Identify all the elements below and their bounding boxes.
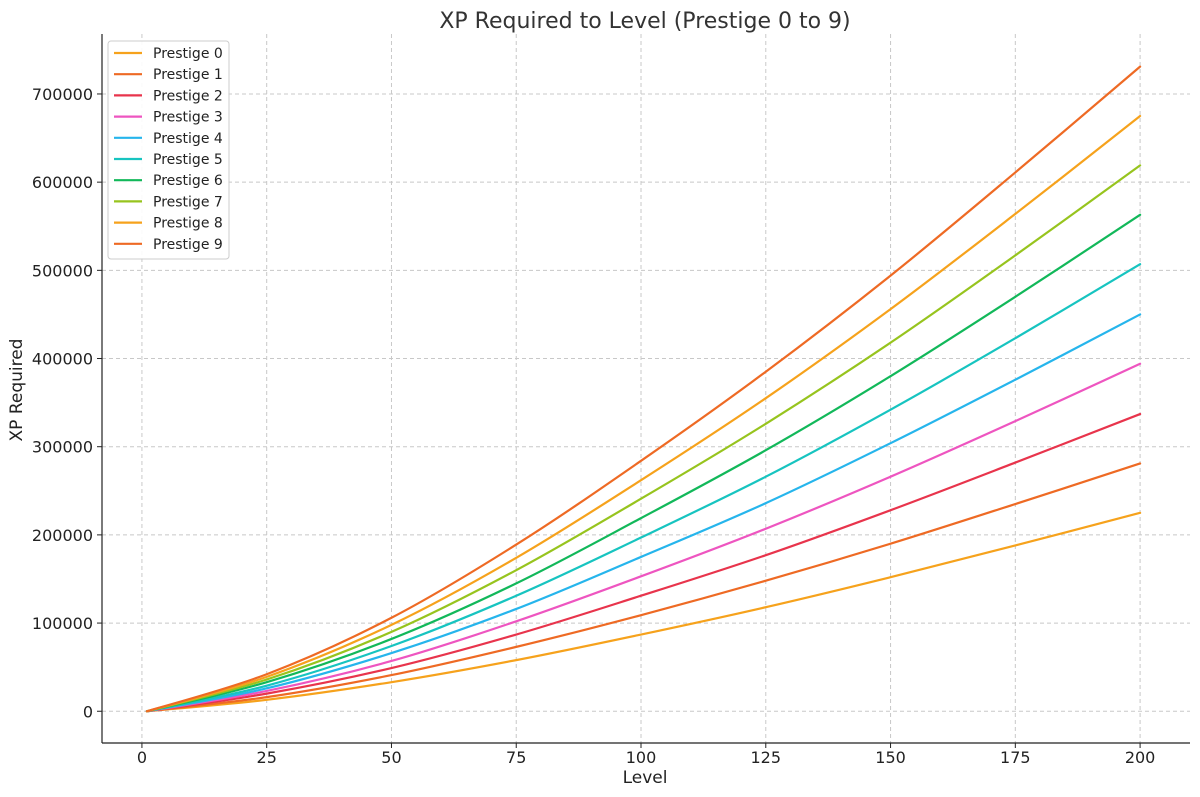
x-tick-label: 125 xyxy=(751,748,782,767)
y-axis-title: XP Required xyxy=(7,339,27,442)
legend-label: Prestige 1 xyxy=(153,67,223,83)
legend-label: Prestige 8 xyxy=(153,216,223,232)
legend-label: Prestige 7 xyxy=(153,194,223,210)
x-tick-label: 0 xyxy=(137,748,147,767)
series-line-prestige-4 xyxy=(145,313,1142,713)
x-tick-label: 50 xyxy=(381,748,401,767)
legend-label: Prestige 0 xyxy=(153,46,223,62)
axes: 0 25 50 75 100 125 150 175 200 0 100000 200000 30000… xyxy=(32,34,1190,767)
x-axis-title: Level xyxy=(623,768,668,788)
x-tick-label: 75 xyxy=(506,748,526,767)
y-tick-label: 500000 xyxy=(32,261,93,280)
legend-label: Prestige 5 xyxy=(153,152,223,168)
legend-label: Prestige 2 xyxy=(153,88,223,104)
series-line-prestige-5 xyxy=(145,263,1142,713)
y-tick-label: 200000 xyxy=(32,526,93,545)
y-tick-label: 100000 xyxy=(32,614,93,633)
series-line-prestige-7 xyxy=(145,164,1142,713)
y-tick-label: 0 xyxy=(83,702,93,721)
y-tick-label: 700000 xyxy=(32,85,93,104)
y-tick-label: 300000 xyxy=(32,438,93,457)
y-tick-label: 600000 xyxy=(32,173,93,192)
chart-title: XP Required to Level (Prestige 0 to 9) xyxy=(439,9,850,34)
x-tick-label: 200 xyxy=(1125,748,1156,767)
legend: Prestige 0 Prestige 1 Prestige 2 Prestige 3… xyxy=(107,40,230,260)
legend-label: Prestige 3 xyxy=(153,110,223,126)
series-line-prestige-6 xyxy=(145,213,1142,713)
series-line-prestige-8 xyxy=(145,114,1142,713)
series-line-prestige-3 xyxy=(145,362,1142,713)
x-tick-label: 175 xyxy=(1000,748,1031,767)
legend-label: Prestige 4 xyxy=(153,131,223,147)
grid xyxy=(102,34,1190,743)
x-tick-label: 100 xyxy=(626,748,657,767)
legend-label: Prestige 9 xyxy=(153,237,223,253)
series-lines xyxy=(145,65,1142,713)
x-tick-label: 25 xyxy=(257,748,277,767)
legend-label: Prestige 6 xyxy=(153,173,223,189)
x-tick-label: 150 xyxy=(875,748,906,767)
series-line-prestige-9 xyxy=(145,65,1142,713)
y-tick-label: 400000 xyxy=(32,350,93,369)
series-line-prestige-2 xyxy=(145,412,1142,713)
series-line-prestige-0 xyxy=(145,511,1142,713)
series-line-prestige-1 xyxy=(145,462,1142,713)
